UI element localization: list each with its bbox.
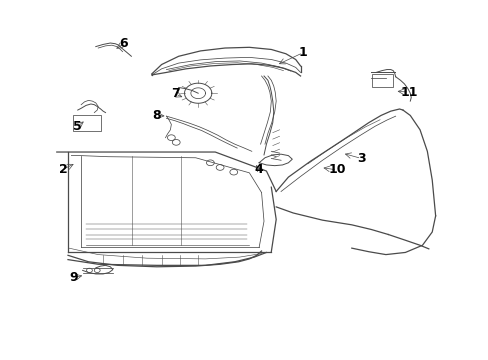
Text: 11: 11 <box>400 86 417 99</box>
Text: 3: 3 <box>356 152 365 165</box>
Text: 6: 6 <box>120 37 128 50</box>
Bar <box>73 116 101 131</box>
Text: 7: 7 <box>170 87 179 100</box>
Text: 1: 1 <box>298 46 307 59</box>
Text: 9: 9 <box>69 271 78 284</box>
Text: 10: 10 <box>328 163 345 176</box>
Bar <box>371 74 392 87</box>
Text: 8: 8 <box>152 109 161 122</box>
Text: 5: 5 <box>73 120 82 133</box>
Text: 2: 2 <box>59 163 67 176</box>
Text: 4: 4 <box>254 163 263 176</box>
